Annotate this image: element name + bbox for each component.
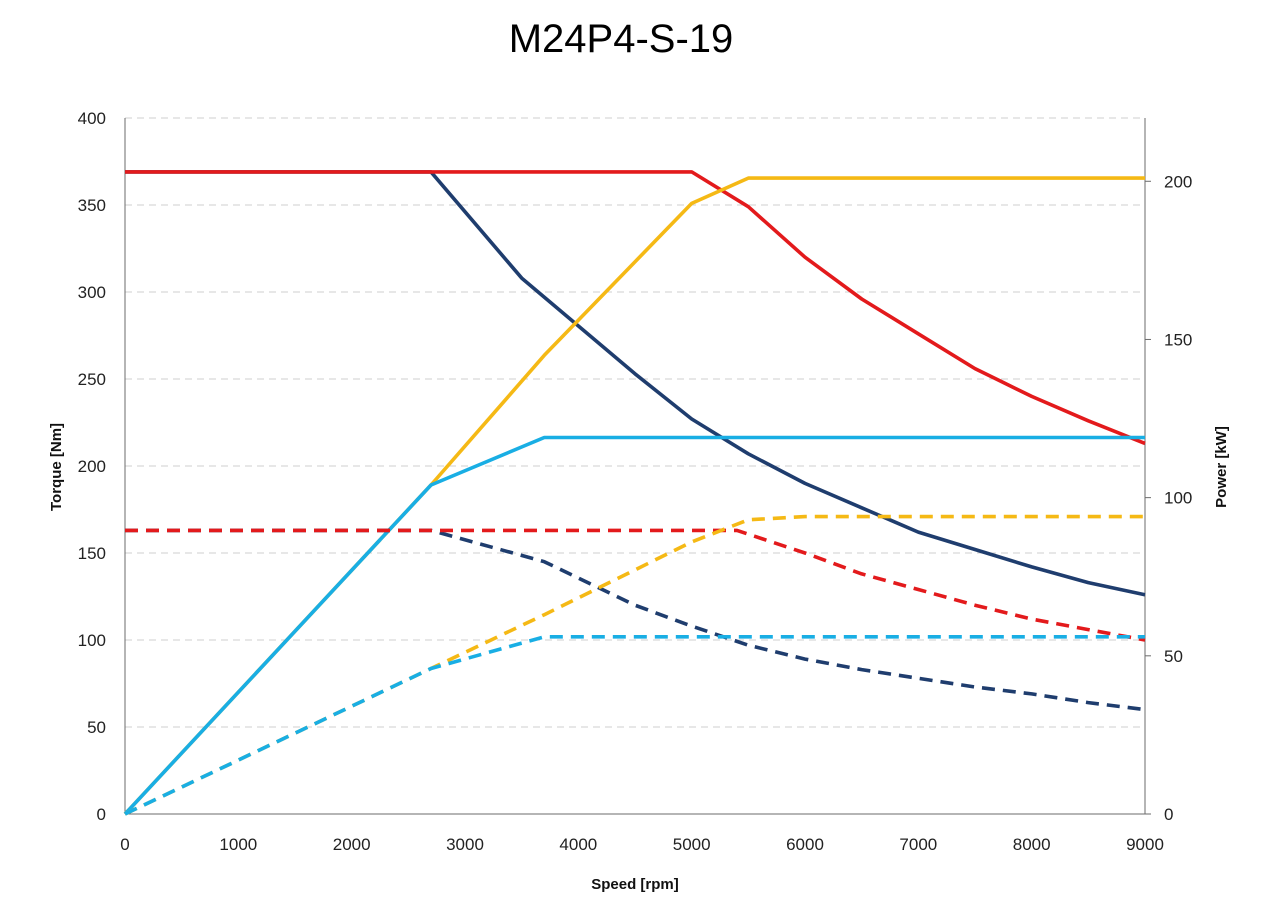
series-line-3 — [123, 176, 1145, 816]
y-tick-label: 150 — [78, 544, 106, 563]
y-tick-label: 50 — [87, 718, 106, 737]
tick-labels: 0 1000 2000 3000 4000 5000 6000 7000 8000 9000050… — [78, 109, 1193, 854]
series-line-8 — [124, 634, 1145, 816]
y2-axis-label: Power [kW] — [1213, 426, 1230, 508]
y2-tick-label: 150 — [1164, 330, 1192, 349]
x-tick-label: 8000 — [1013, 835, 1051, 854]
y-tick-label: 400 — [78, 109, 106, 128]
x-tick-label: 0 — [120, 835, 129, 854]
y-axis-label: Torque [Nm] — [48, 423, 65, 511]
x-tick-label: 1000 — [219, 835, 257, 854]
x-tick-label: 6000 — [786, 835, 824, 854]
x-tick-label: 4000 — [559, 835, 597, 854]
axes — [124, 118, 1151, 815]
y-tick-label: 100 — [78, 631, 106, 650]
series-lines — [123, 170, 1146, 816]
y2-tick-label: 100 — [1164, 489, 1192, 508]
series-line-6 — [125, 528, 1146, 642]
x-axis-label: Speed [rpm] — [591, 876, 679, 893]
y-tick-label: 200 — [78, 457, 106, 476]
y-tick-label: 300 — [78, 283, 106, 302]
series-line-1 — [125, 170, 1146, 597]
series-line-4 — [123, 435, 1145, 816]
y2-tick-label: 200 — [1164, 172, 1192, 191]
y2-tick-label: 50 — [1164, 647, 1183, 666]
x-tick-label: 3000 — [446, 835, 484, 854]
series-line-7 — [124, 514, 1145, 816]
chart-title: M24P4-S-19 — [509, 17, 734, 61]
y2-tick-label: 0 — [1164, 805, 1173, 824]
y-tick-label: 350 — [78, 196, 106, 215]
x-tick-label: 9000 — [1126, 835, 1164, 854]
series-line-2 — [125, 170, 1146, 446]
series-line-5 — [125, 528, 1146, 712]
grid — [125, 117, 1145, 728]
y-tick-label: 0 — [97, 805, 106, 824]
x-tick-label: 2000 — [333, 835, 371, 854]
x-tick-label: 7000 — [899, 835, 937, 854]
y-tick-label: 250 — [78, 370, 106, 389]
x-tick-label: 5000 — [673, 835, 711, 854]
